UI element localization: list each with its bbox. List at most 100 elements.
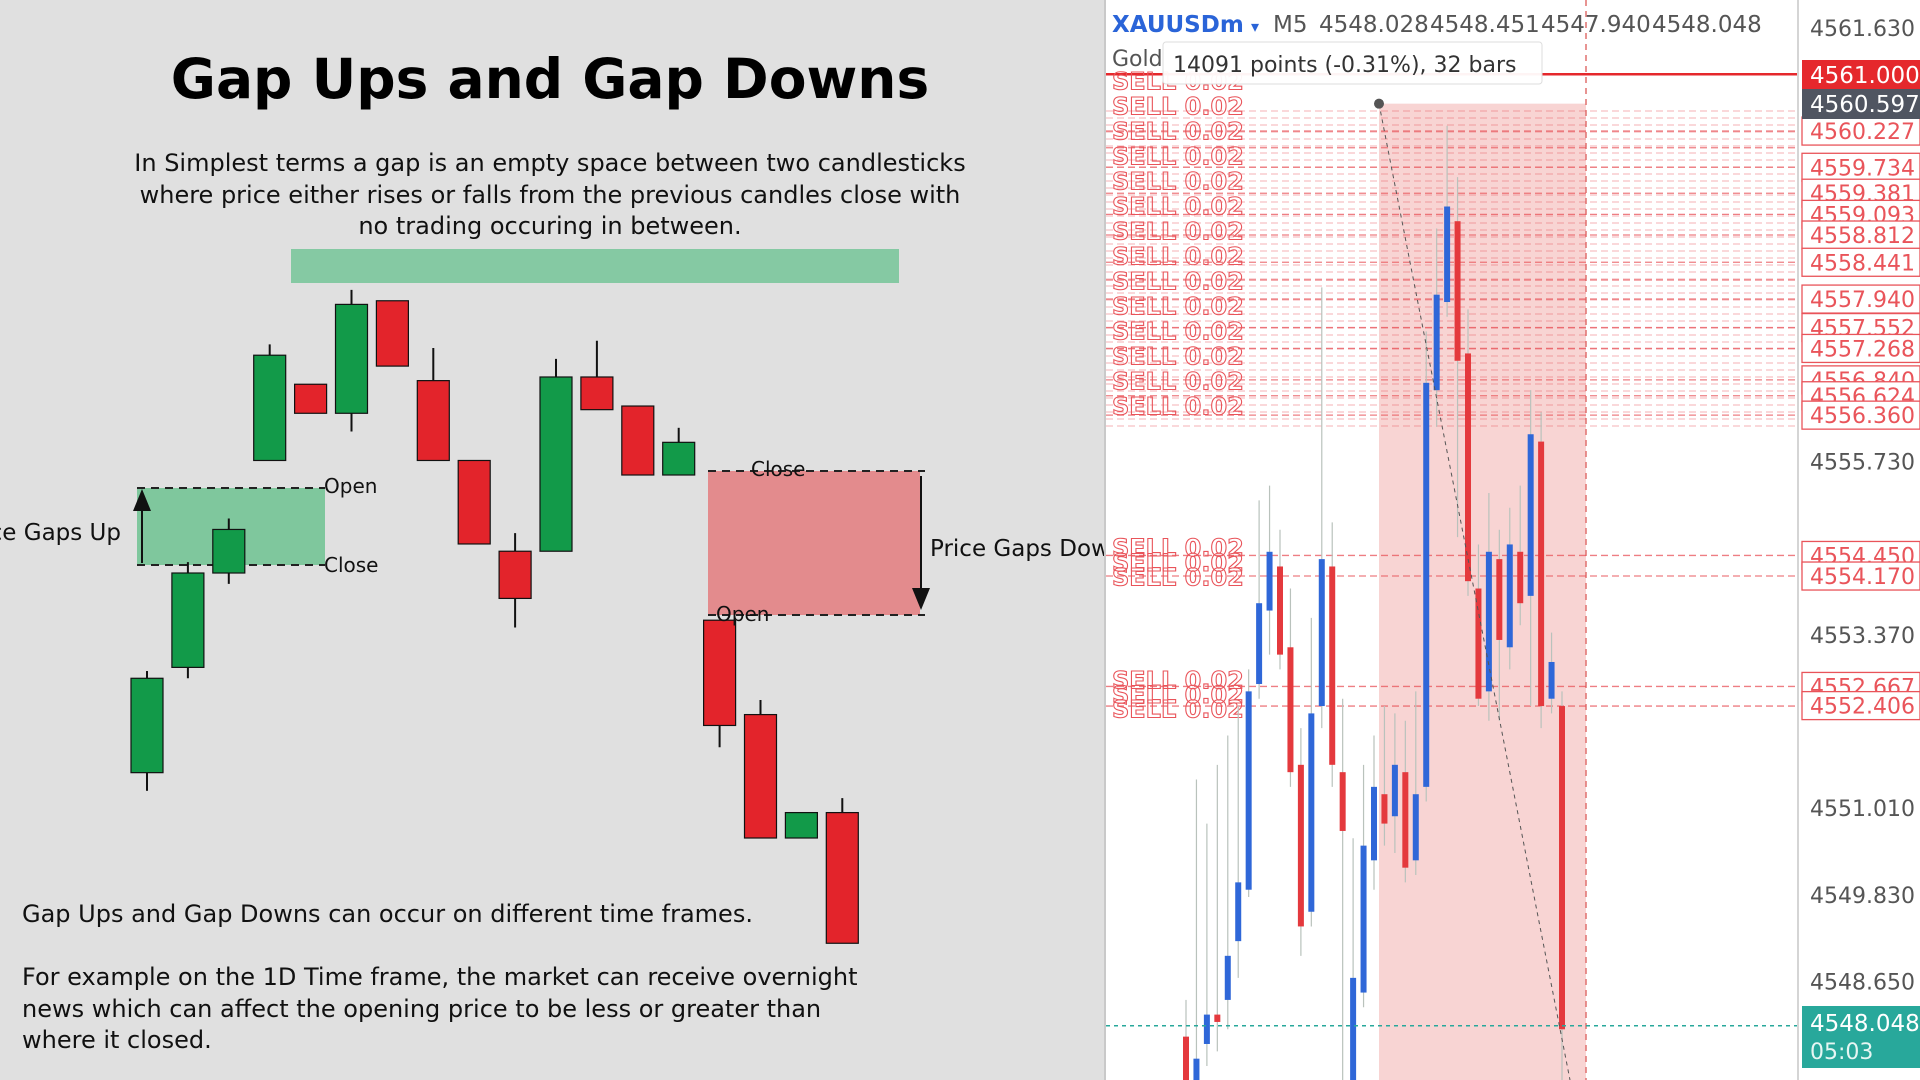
gap-up-open-label: Open: [324, 474, 377, 498]
bar-countdown: 05:03: [1810, 1040, 1873, 1065]
sell-order-label: SELL 0.02: [1112, 242, 1244, 270]
sell-order-label: SELL 0.02: [1112, 168, 1244, 196]
example-candle-body: [825, 811, 859, 944]
order-price-tag: [1801, 152, 1920, 182]
footer-line-2: For example on the 1D Time frame, the ma…: [22, 963, 858, 991]
current-price-tag: 4561.000: [1802, 60, 1920, 90]
price-candle-body: [1454, 221, 1461, 361]
example-candle-body: [621, 405, 655, 476]
sell-order-label: SELL 0.02: [1112, 534, 1244, 562]
price-candle-body: [1329, 566, 1336, 765]
order-price-tag-text: 4552.406: [1810, 695, 1915, 720]
ohlc-high: 4548.451: [1430, 12, 1540, 38]
order-price-tag: [1801, 400, 1920, 430]
order-price-tag-text: 4554.170: [1810, 565, 1915, 590]
order-price-tag: [1801, 220, 1920, 250]
sell-order-label: SELL 0.02: [1112, 666, 1244, 694]
price-candle-body: [1423, 382, 1430, 787]
example-candle-body: [702, 619, 737, 727]
price-candle-body: [1339, 772, 1346, 831]
order-price-tags: 4560.2274559.7344559.3814559.0934558.812…: [1801, 116, 1920, 721]
gap-down-arrow: [912, 476, 930, 610]
price-candle-body: [1485, 551, 1492, 692]
footer-line-4: where it closed.: [22, 1026, 212, 1054]
price-candle-body: [1297, 764, 1304, 927]
price-candle-body: [1465, 353, 1471, 582]
order-price-tag-text: 4557.940: [1810, 288, 1915, 313]
page-title: Gap Ups and Gap Downs: [171, 47, 929, 111]
order-price-tag: [1801, 690, 1920, 721]
crosshair-price-tag: 4560.597: [1802, 89, 1920, 119]
order-price-tag-text: 4560.227: [1810, 120, 1915, 145]
measure-range-box[interactable]: [1379, 103, 1586, 1080]
price-candle-body: [1350, 977, 1357, 1080]
symbol-name[interactable]: XAUUSDm: [1112, 12, 1244, 38]
example-candle-body: [375, 300, 409, 367]
ohlc-close: 4548.048: [1652, 12, 1762, 38]
example-candle-body: [253, 354, 287, 462]
svg-text:4548.048: 4548.048: [1810, 1011, 1920, 1037]
svg-text:14091 points (-0.31%), 32 bars: 14091 points (-0.31%), 32 bars: [1173, 53, 1516, 78]
gap-down-open-label: Open: [716, 602, 769, 626]
ohlc-open: 4548.028: [1319, 12, 1429, 38]
price-axis-tick: 4548.650: [1810, 971, 1915, 996]
resistance-zone: [291, 249, 899, 283]
example-candle-body: [416, 380, 450, 462]
price-candle-body: [1193, 1058, 1200, 1080]
price-candle-body: [1214, 1014, 1221, 1022]
sell-order-label: SELL 0.02: [1112, 696, 1244, 724]
order-price-tag-text: 4556.360: [1810, 404, 1915, 429]
order-price-tag-text: 4558.441: [1810, 251, 1915, 276]
price-candle-body: [1203, 1014, 1210, 1044]
example-candle-body: [457, 459, 491, 545]
order-price-tag: [1801, 247, 1920, 277]
gap-education-panel: Gap Ups and Gap Downs In Simplest terms …: [0, 0, 1124, 1080]
sell-order-label: SELL 0.02: [1112, 563, 1244, 591]
symbol-dropdown-icon[interactable]: ▾: [1251, 17, 1259, 36]
price-candle-body: [1308, 713, 1315, 912]
price-candle-body: [1287, 647, 1294, 773]
price-candle-body: [1245, 691, 1252, 890]
measure-start-handle[interactable]: [1374, 98, 1384, 109]
order-price-tag-text: 4557.268: [1810, 337, 1915, 362]
symbol-header[interactable]: XAUUSDm ▾ M5 4548.028 4548.451 4547.940 …: [1112, 12, 1762, 72]
last-price-tag: 4548.048 05:03: [1802, 1006, 1920, 1068]
footer-line-1: Gap Ups and Gap Downs can occur on diffe…: [22, 900, 753, 928]
price-candle-body: [1256, 603, 1263, 685]
price-candle-body: [1433, 294, 1440, 391]
price-candle-body: [1360, 845, 1367, 993]
order-price-tag: [1801, 284, 1920, 314]
sell-order-label: SELL 0.02: [1112, 367, 1244, 395]
intro-line-3: no trading occuring in between.: [358, 212, 741, 240]
price-candle-body: [1559, 706, 1565, 1030]
gap-up-label: Price Gaps Up: [0, 520, 121, 546]
price-candle-body: [1235, 882, 1242, 942]
price-axis-tick: 4553.370: [1810, 624, 1915, 649]
svg-text:4560.597: 4560.597: [1810, 92, 1920, 118]
sell-order-label: SELL 0.02: [1112, 392, 1244, 420]
price-candles: [1183, 125, 1565, 1080]
price-candle-body: [1183, 1036, 1189, 1080]
price-axis-ticks: 4561.630 4555.730 4553.370 4551.010 4549.830…: [1810, 17, 1915, 996]
example-candle-body: [498, 550, 532, 600]
timeframe[interactable]: M5: [1273, 12, 1307, 38]
example-candle-body: [294, 383, 328, 414]
footer-line-3: news which can affect the opening price …: [22, 995, 821, 1023]
intro-line-1: In Simplest terms a gap is an empty spac…: [134, 149, 965, 177]
order-price-tag-text: 4559.734: [1810, 156, 1915, 181]
example-candle-body: [171, 572, 205, 668]
price-axis-tick: 4555.730: [1810, 450, 1915, 475]
sell-order-label: SELL 0.02: [1112, 143, 1244, 171]
price-candle-body: [1548, 661, 1555, 699]
price-candle-body: [1318, 559, 1325, 707]
measure-diagonal: [1378, 103, 1571, 1080]
price-candle-body: [1496, 559, 1503, 640]
sell-order-label: SELL 0.02: [1112, 342, 1244, 370]
price-candle-body: [1412, 794, 1419, 861]
price-candle-body: [1475, 588, 1482, 699]
intro-line-2: where price either rises or falls from t…: [140, 181, 961, 209]
price-candle-body: [1224, 955, 1231, 1000]
